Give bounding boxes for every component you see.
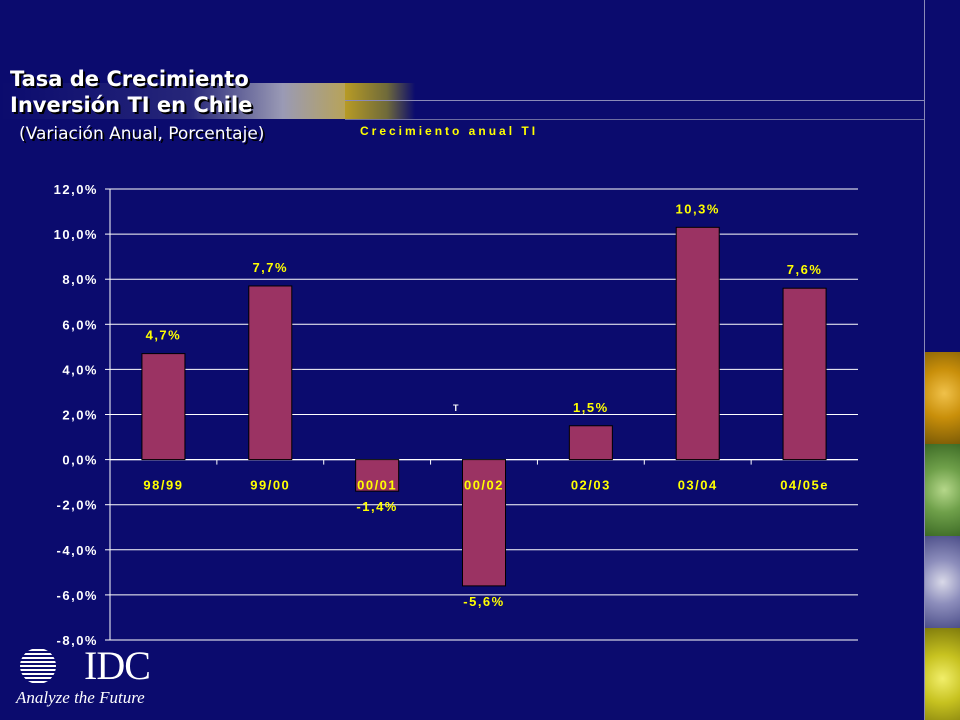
bar bbox=[355, 459, 400, 492]
decorative-tile-green bbox=[925, 444, 960, 536]
title-band-accent bbox=[345, 83, 415, 119]
data-label: 7,6% bbox=[787, 262, 823, 277]
category-label: 04/05e bbox=[780, 478, 829, 493]
y-tick-label: 10,0% bbox=[54, 227, 98, 242]
y-tick-label: 8,0% bbox=[62, 272, 98, 287]
y-tick-label: -2,0% bbox=[57, 498, 98, 513]
chart-title: Crecimiento anual TI bbox=[360, 124, 538, 138]
logo-wordmark: IDC bbox=[84, 643, 151, 688]
right-divider bbox=[924, 0, 925, 720]
logo-tagline: Analyze the Future bbox=[16, 688, 145, 707]
category-label: 00/02 bbox=[464, 478, 504, 493]
slide-title-line2: Inversión TI en Chile bbox=[10, 93, 253, 117]
decorative-tile-yellow bbox=[925, 628, 960, 720]
bar-chart: Crecimiento anual TI 12,0% 10,0% 8,0% 6,0% 4,… bbox=[54, 124, 858, 648]
data-label: 10,3% bbox=[676, 201, 720, 216]
bar bbox=[782, 287, 827, 461]
title-band bbox=[0, 83, 345, 119]
category-label: 98/99 bbox=[143, 478, 183, 493]
data-label: -5,6% bbox=[463, 594, 504, 609]
data-label: 1,5% bbox=[573, 400, 609, 415]
category-label: 02/03 bbox=[571, 478, 611, 493]
bar bbox=[141, 353, 186, 461]
decorative-tile-lavender bbox=[925, 536, 960, 628]
decorative-tile-gold bbox=[925, 352, 960, 444]
title-rule bbox=[345, 100, 924, 101]
slide-subtitle: (Variación Anual, Porcentaje) bbox=[19, 124, 265, 144]
bar bbox=[462, 459, 506, 587]
idc-globe-icon bbox=[20, 649, 56, 683]
category-label: 99/00 bbox=[250, 478, 290, 493]
slide-title-line1: Tasa de Crecimiento bbox=[10, 67, 249, 91]
data-label: 7,7% bbox=[252, 260, 288, 275]
y-tick-label: 4,0% bbox=[62, 362, 98, 377]
y-tick-label: -8,0% bbox=[57, 633, 98, 648]
bar bbox=[248, 285, 293, 461]
stray-mark: T bbox=[453, 403, 459, 413]
data-label: 4,7% bbox=[146, 328, 182, 343]
y-tick-label: -6,0% bbox=[57, 588, 98, 603]
data-label: -1,4% bbox=[356, 499, 397, 514]
y-tick-label: 12,0% bbox=[54, 182, 98, 197]
idc-logo: IDC Analyze the Future bbox=[16, 643, 166, 710]
bar bbox=[675, 226, 720, 461]
title-rule-lower bbox=[345, 119, 924, 120]
slide-title: Tasa de Crecimiento Inversión TI en Chil… bbox=[10, 66, 252, 118]
y-tick-label: 0,0% bbox=[62, 453, 98, 468]
bar bbox=[568, 425, 613, 461]
y-tick-label: 6,0% bbox=[62, 317, 98, 332]
category-label: 00/01 bbox=[357, 478, 397, 493]
y-tick-label: -4,0% bbox=[57, 543, 98, 558]
y-tick-label: 2,0% bbox=[62, 408, 98, 423]
category-label: 03/04 bbox=[678, 478, 718, 493]
